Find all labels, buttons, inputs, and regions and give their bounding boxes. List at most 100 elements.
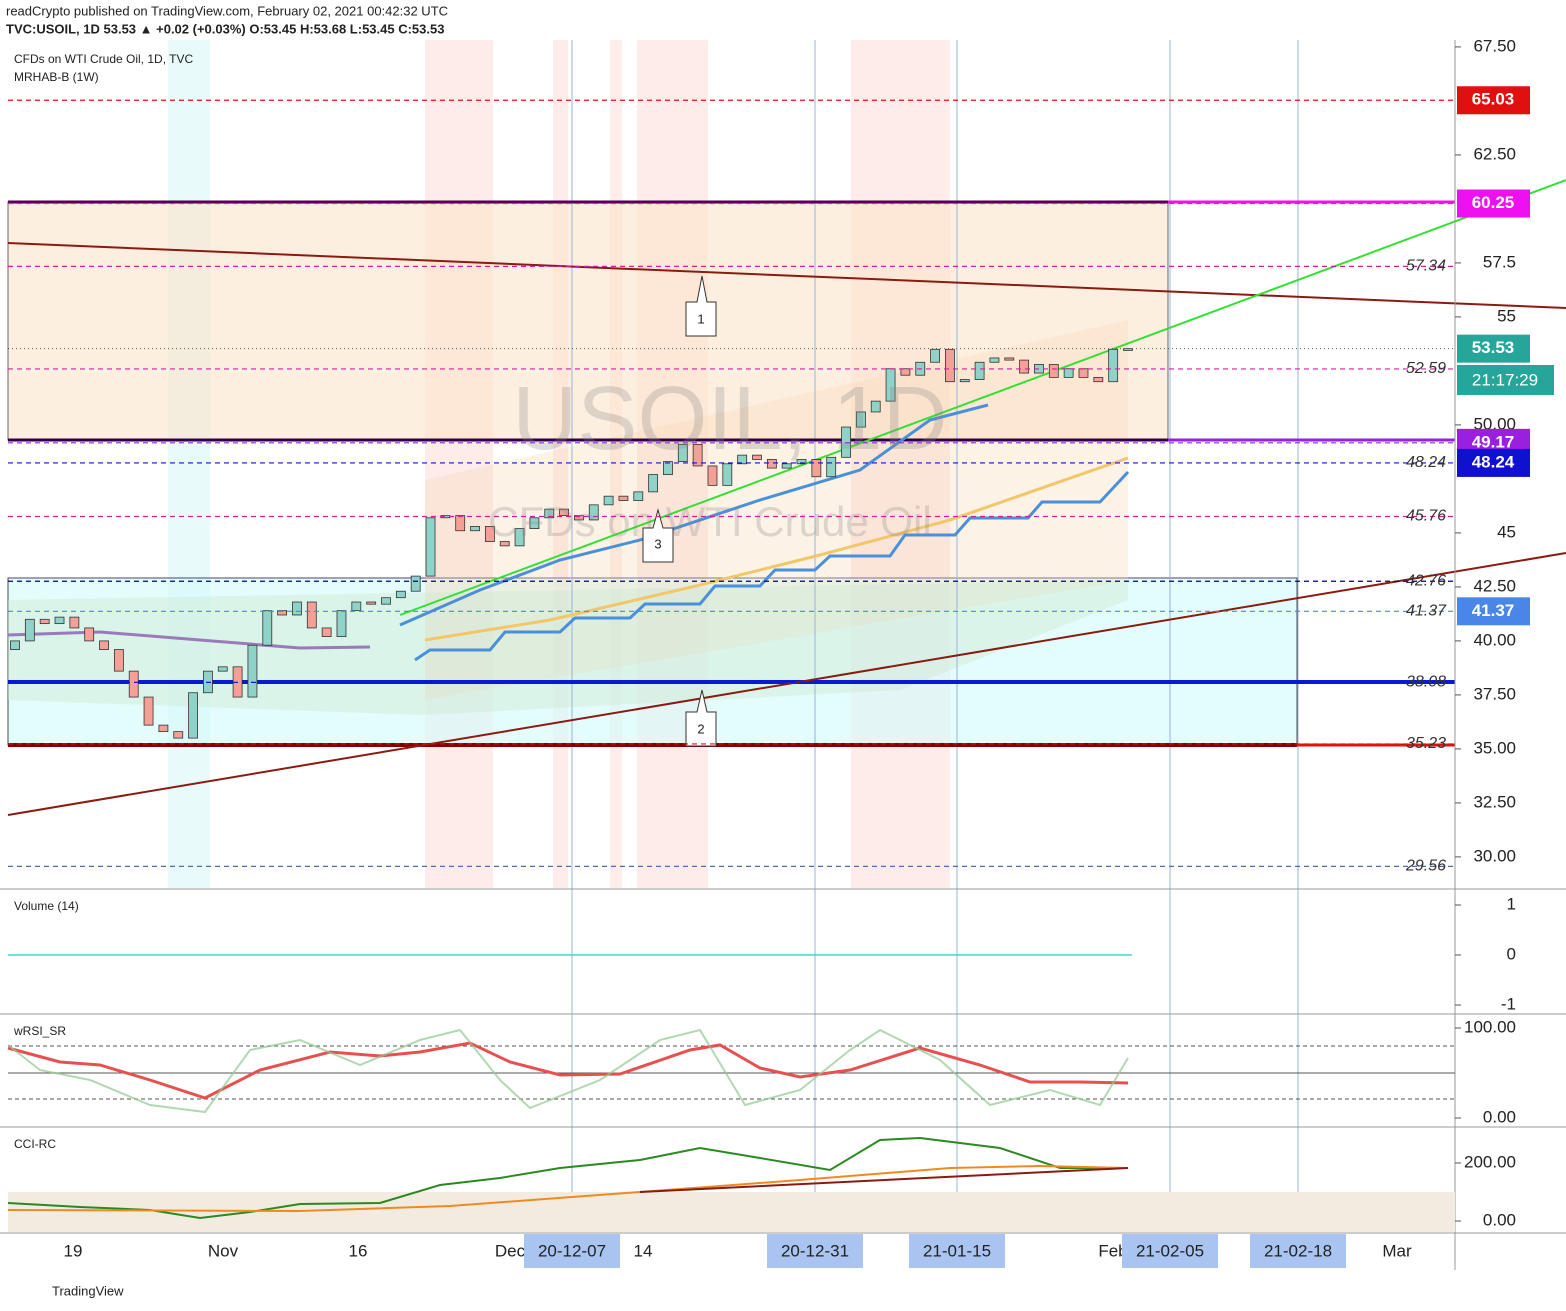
range-box xyxy=(7,577,1298,746)
candle-body xyxy=(559,508,569,517)
legend-item: MRHAB-B (1W) xyxy=(14,70,99,84)
candle-body xyxy=(395,590,406,599)
candle-body xyxy=(336,610,347,637)
level-box-label: 60.25 xyxy=(1472,193,1515,212)
candle-body xyxy=(707,465,718,486)
candle-body xyxy=(544,508,555,519)
y-tick-label: 30.00 xyxy=(1473,846,1516,865)
footer: TradingView xyxy=(52,1283,124,1298)
x-tick-label: 14 xyxy=(634,1241,653,1260)
level-box xyxy=(1457,597,1530,626)
candle-body xyxy=(321,627,332,637)
x-tick-label: Nov xyxy=(208,1241,239,1260)
level-box-label: 41.37 xyxy=(1472,601,1515,620)
time-highlight xyxy=(1122,1234,1218,1268)
candle-body xyxy=(173,731,184,739)
cci-ma xyxy=(639,1167,1129,1193)
x-tick-label: Mar xyxy=(1382,1241,1412,1260)
x-tick-label: 19 xyxy=(64,1241,83,1260)
candle-body xyxy=(781,463,792,469)
candle-body xyxy=(752,454,762,460)
candle-body xyxy=(1078,368,1089,378)
cci-band xyxy=(8,1192,1455,1232)
legend-item: CFDs on WTI Crude Oil, 1D, TVC xyxy=(14,52,193,66)
time-highlight xyxy=(1250,1234,1346,1268)
pane-title: wRSI_SR xyxy=(13,1024,66,1038)
candle-body xyxy=(841,426,851,458)
y-tick-label: 57.5 xyxy=(1483,252,1516,271)
candle-body xyxy=(1063,368,1074,378)
level-box-label: 48.24 xyxy=(1472,452,1515,471)
candle-body xyxy=(217,666,228,672)
pane-title: Volume (14) xyxy=(14,899,79,913)
y-tick-label: 35.00 xyxy=(1473,738,1516,757)
ma-line xyxy=(424,456,1129,642)
candle-body xyxy=(455,515,466,532)
rsi-ribbon xyxy=(7,1028,1129,1114)
trend-line xyxy=(7,552,1566,816)
candle-body xyxy=(855,411,866,428)
y-tick-label: 42.50 xyxy=(1473,576,1516,595)
candle-body xyxy=(900,368,911,376)
candle-body xyxy=(247,644,258,698)
y-tick-label: 62.50 xyxy=(1473,144,1516,163)
candle-body xyxy=(945,348,955,383)
candle-body xyxy=(381,597,391,605)
candle-body xyxy=(930,348,940,363)
x-tick-label: 16 xyxy=(349,1241,368,1260)
candle-body xyxy=(618,495,629,501)
x-tick-label: 21-02-18 xyxy=(1264,1241,1332,1260)
callout-label: 1 xyxy=(697,311,704,326)
level-label: 42.76 xyxy=(1406,573,1446,590)
candle-body xyxy=(826,456,837,478)
last-price-box xyxy=(1457,334,1530,363)
cci-line xyxy=(7,1136,1128,1220)
level-box-label: 65.03 xyxy=(1472,90,1515,109)
candle-body xyxy=(99,640,109,650)
axes: 67.5062.5057.55550.004542.5040.0037.5035… xyxy=(64,36,1516,1268)
y-tick-label: 200.00 xyxy=(1464,1152,1516,1171)
callout-label: 2 xyxy=(697,721,704,736)
y-tick-label: 67.50 xyxy=(1473,36,1516,55)
y-tick-label: 0 xyxy=(1507,944,1516,963)
rsi-line xyxy=(7,1041,1129,1100)
time-highlight xyxy=(767,1234,863,1268)
time-highlight xyxy=(909,1234,1005,1268)
candle-body xyxy=(1108,348,1119,383)
candle-body xyxy=(277,610,288,616)
x-tick-label: Dec xyxy=(495,1241,526,1260)
candle-body xyxy=(722,463,733,486)
candle-body xyxy=(974,361,985,380)
candle-body xyxy=(1048,364,1059,378)
level-label: 41.37 xyxy=(1406,603,1447,620)
candle-body xyxy=(143,696,154,726)
candle-body xyxy=(574,515,584,521)
y-tick-label: 0.00 xyxy=(1483,1210,1516,1229)
candle-body xyxy=(306,601,317,629)
band xyxy=(168,40,210,888)
symbol-line: TVC:USOIL, 1D 53.53 ▲ +0.02 (+0.03%) O:5… xyxy=(6,21,444,36)
step-line xyxy=(414,470,1130,662)
trend-line xyxy=(7,242,1566,309)
candle-body xyxy=(514,528,525,547)
level-box-label: 49.17 xyxy=(1472,432,1515,451)
candle-body xyxy=(410,575,421,592)
candle-body xyxy=(499,541,510,547)
candle-body xyxy=(737,454,748,465)
candle-body xyxy=(10,640,20,650)
candle-body xyxy=(603,495,614,506)
publisher: readCrypto published on TradingView.com,… xyxy=(6,3,448,18)
level-box xyxy=(1457,448,1530,477)
pane-borders xyxy=(0,40,1566,1270)
candle-body xyxy=(811,459,822,478)
y-tick-label: 40.00 xyxy=(1473,630,1516,649)
band xyxy=(425,40,493,888)
y-tick-label: 45 xyxy=(1497,522,1516,541)
candle-body xyxy=(262,610,273,646)
candle-body xyxy=(351,601,362,612)
callout xyxy=(685,275,717,337)
callout-label: 3 xyxy=(654,536,661,551)
y-tick-label: 55 xyxy=(1497,306,1516,325)
candle-body xyxy=(366,601,377,605)
